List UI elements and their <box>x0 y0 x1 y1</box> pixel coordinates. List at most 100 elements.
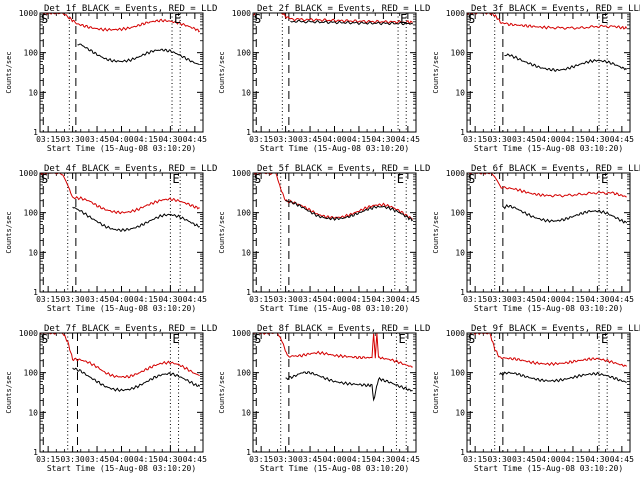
y-tick-label: 10 <box>241 88 251 97</box>
plot-frame <box>39 12 204 133</box>
y-tick-label: 100 <box>451 209 466 218</box>
y-tick-label: 1000 <box>446 9 465 18</box>
x-tick-label: 03:15 <box>36 295 60 304</box>
chart-panel: Det 6f BLACK = Events, RED = LLD Counts/s… <box>432 164 640 313</box>
series-group <box>40 173 201 232</box>
x-tick-label: 04:45 <box>610 455 634 464</box>
y-tick-label: 1 <box>246 288 251 297</box>
series-group <box>40 13 200 66</box>
x-tick-label: 04:00 <box>109 135 133 144</box>
y-tick-label: 100 <box>237 209 252 218</box>
end-marker: E <box>172 172 179 186</box>
y-tick-label: 10 <box>28 408 38 417</box>
events-series-line <box>77 43 200 66</box>
y-tick-label: 1000 <box>446 169 465 178</box>
x-tick-label: 04:30 <box>371 135 395 144</box>
chart-title: Det 3f BLACK = Events, RED = LLD <box>471 4 640 14</box>
chart-panel: Det 9f BLACK = Events, RED = LLD Counts/s… <box>432 324 640 473</box>
x-tick-label: 03:15 <box>463 135 487 144</box>
lld-series-line <box>40 13 200 33</box>
x-tick-label: 04:45 <box>610 135 634 144</box>
y-axis-label: Counts/sec <box>432 211 440 253</box>
end-marker: E <box>601 172 608 186</box>
start-marker: S <box>41 12 48 26</box>
y-tick-label: 100 <box>24 209 39 218</box>
x-tick-label: 03:30 <box>488 135 512 144</box>
x-tick-label: 03:15 <box>463 295 487 304</box>
events-series-line <box>499 371 627 383</box>
end-marker: E <box>400 12 407 26</box>
x-tick-label: 04:30 <box>585 295 609 304</box>
y-tick-label: 1 <box>33 288 38 297</box>
series-group <box>467 173 628 224</box>
x-tick-label: 03:45 <box>85 455 109 464</box>
lld-series-line <box>467 173 627 198</box>
x-tick-label: 03:45 <box>512 455 536 464</box>
end-marker: E <box>398 332 405 346</box>
x-tick-label: 03:15 <box>463 455 487 464</box>
x-tick-label: 03:30 <box>61 295 85 304</box>
x-tick-label: 03:15 <box>249 455 273 464</box>
x-axis-label: Start Time (15-Aug-08 03:10:20) <box>260 464 409 473</box>
x-tick-label: 04:15 <box>347 135 371 144</box>
chart-panel: Det 8f BLACK = Events, RED = LLD Counts/s… <box>218 324 430 473</box>
plot-frame <box>252 332 417 453</box>
x-tick-label: 04:00 <box>109 295 133 304</box>
start-marker: S <box>254 12 261 26</box>
x-axis-label: Start Time (15-Aug-08 03:10:20) <box>47 144 196 153</box>
x-tick-label: 04:15 <box>561 455 585 464</box>
events-series-line <box>290 19 413 26</box>
chart-panel: Det 3f BLACK = Events, RED = LLD Counts/s… <box>432 4 640 153</box>
x-tick-label: 04:30 <box>158 455 182 464</box>
plot-frame <box>39 172 204 293</box>
x-axis-label: Start Time (15-Aug-08 03:10:20) <box>47 464 196 473</box>
end-marker: E <box>172 332 179 346</box>
y-tick-label: 100 <box>451 49 466 58</box>
y-tick-label: 10 <box>455 88 465 97</box>
plot-frame <box>252 12 417 133</box>
x-tick-label: 03:45 <box>85 295 109 304</box>
x-tick-label: 03:45 <box>512 295 536 304</box>
y-tick-label: 1000 <box>19 169 38 178</box>
y-tick-label: 10 <box>241 248 251 257</box>
lld-series-line <box>40 173 200 215</box>
y-tick-label: 100 <box>237 49 252 58</box>
start-marker: S <box>41 332 48 346</box>
chart-title: Det 2f BLACK = Events, RED = LLD <box>257 4 430 14</box>
x-tick-label: 03:45 <box>298 295 322 304</box>
y-tick-label: 1000 <box>19 9 38 18</box>
y-axis-label: Counts/sec <box>5 51 13 93</box>
x-tick-label: 03:15 <box>249 135 273 144</box>
x-tick-label: 04:30 <box>371 455 395 464</box>
x-tick-label: 04:00 <box>322 295 346 304</box>
series-group <box>253 13 413 26</box>
y-axis-label: Counts/sec <box>432 371 440 413</box>
start-marker: S <box>468 332 475 346</box>
x-tick-label: 04:00 <box>536 135 560 144</box>
chart-panel: Det 7f BLACK = Events, RED = LLD Counts/s… <box>5 324 217 473</box>
y-tick-label: 100 <box>237 369 252 378</box>
x-tick-label: 04:00 <box>322 135 346 144</box>
x-tick-label: 04:30 <box>158 135 182 144</box>
chart-title: Det 5f BLACK = Events, RED = LLD <box>257 164 430 174</box>
events-series-line <box>502 203 628 224</box>
x-tick-label: 03:15 <box>249 295 273 304</box>
x-tick-label: 03:30 <box>488 295 512 304</box>
series-group <box>467 13 628 72</box>
plot-frame <box>39 332 204 453</box>
plot-frame <box>466 12 631 133</box>
series-group <box>253 173 413 222</box>
y-tick-label: 100 <box>24 49 39 58</box>
chart-title: Det 6f BLACK = Events, RED = LLD <box>471 164 640 174</box>
x-tick-label: 04:15 <box>347 295 371 304</box>
y-tick-label: 1000 <box>232 329 251 338</box>
x-tick-label: 04:00 <box>536 455 560 464</box>
plot-frame <box>466 332 631 453</box>
x-tick-label: 03:30 <box>488 455 512 464</box>
x-tick-label: 03:30 <box>274 135 298 144</box>
lld-series-line <box>253 13 413 25</box>
lld-series-line <box>40 333 200 379</box>
y-tick-label: 100 <box>451 369 466 378</box>
